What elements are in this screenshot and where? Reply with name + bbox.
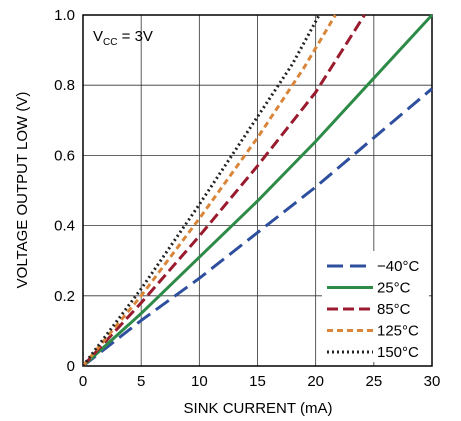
plot-frame-rect [82, 14, 433, 367]
y-tick-label: 1.0 [54, 7, 75, 24]
legend-label: 85°C [377, 301, 411, 318]
x-tick-label: 30 [424, 373, 441, 390]
x-tick-label: 15 [249, 373, 266, 390]
y-tick-label: 0 [67, 358, 75, 375]
series-line [81, 14, 321, 367]
y-tick-label: 0.8 [54, 77, 75, 94]
legend-background [322, 251, 429, 362]
series-lines [81, 13, 434, 368]
x-tick-label: 25 [365, 373, 382, 390]
tick-labels: 0 5 10 15 20 25 30 0 0.2 0.4 0.6 0.8 1.0 [54, 7, 440, 390]
legend-label: 150°C [377, 344, 419, 361]
x-tick-label: 10 [191, 373, 208, 390]
plot-frame [82, 14, 433, 367]
x-tick-label: 20 [307, 373, 324, 390]
series-line [81, 14, 337, 367]
legend-label: 25°C [377, 280, 411, 297]
y-tick-label: 0.6 [54, 147, 75, 164]
series-line [81, 13, 434, 368]
legend-label: 125°C [377, 323, 419, 340]
series-line [82, 87, 433, 368]
y-axis-label: VOLTAGE OUTPUT LOW (V) [14, 92, 31, 289]
x-tick-label: 0 [79, 373, 87, 390]
x-axis-label: SINK CURRENT (mA) [184, 400, 333, 417]
x-tick-label: 5 [137, 373, 145, 390]
y-tick-label: 0.4 [54, 218, 75, 235]
series-line [81, 14, 366, 368]
vcc-annotation: VCC = 3V [93, 28, 153, 48]
legend: −40°C 25°C 85°C 125°C 150°C [322, 251, 429, 362]
legend-label: −40°C [377, 258, 419, 275]
y-tick-label: 0.2 [54, 288, 75, 305]
